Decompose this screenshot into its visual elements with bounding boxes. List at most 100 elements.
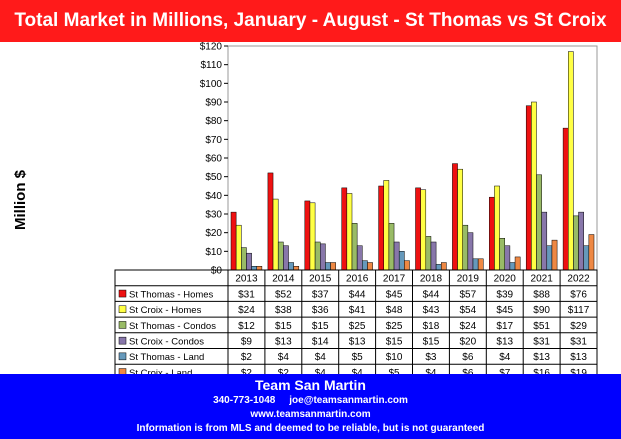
data-label: $25: [349, 321, 366, 332]
chart-title: Total Market in Millions, January - Augu…: [0, 0, 621, 42]
bar: [504, 245, 511, 271]
bar: [588, 234, 595, 271]
data-label: $4: [499, 352, 511, 363]
data-label: $36: [312, 305, 329, 316]
y-tick-label: $70: [205, 135, 222, 146]
disclaimer: Information is from MLS and deemed to be…: [136, 423, 485, 434]
bar: [477, 258, 484, 271]
bar: [430, 241, 437, 271]
x-tick-label: 2019: [457, 274, 480, 285]
data-label: $4: [425, 368, 437, 374]
y-tick-label: $90: [205, 98, 222, 109]
data-label: $16: [533, 368, 550, 374]
bar: [330, 262, 336, 271]
legend-swatch: [118, 289, 127, 298]
data-label: $41: [349, 305, 366, 316]
y-tick-label: $80: [205, 116, 222, 127]
data-label: $76: [570, 289, 587, 300]
data-label: $5: [352, 352, 364, 363]
data-label: $29: [570, 321, 587, 332]
bar: [472, 258, 479, 271]
bar: [309, 202, 316, 271]
data-label: $54: [460, 305, 477, 316]
data-label: $48: [386, 305, 403, 316]
data-label: $37: [312, 289, 329, 300]
data-label: $15: [423, 337, 440, 348]
data-label: $10: [386, 352, 403, 363]
x-tick-label: 2020: [494, 274, 517, 285]
data-label: $57: [460, 289, 477, 300]
data-label: $13: [496, 337, 513, 348]
data-label: $38: [275, 305, 292, 316]
bar: [351, 223, 358, 271]
data-label: $3: [425, 352, 437, 363]
bar: [441, 262, 447, 271]
y-tick-label: $100: [200, 79, 223, 90]
bar: [388, 223, 395, 271]
data-label: $90: [533, 305, 550, 316]
data-label: $13: [533, 352, 550, 363]
data-label: $43: [423, 305, 440, 316]
data-label: $14: [312, 337, 329, 348]
legend-swatch: [118, 305, 127, 313]
bar: [267, 172, 274, 271]
bar: [320, 243, 326, 271]
data-label: $88: [533, 289, 550, 300]
data-label: $31: [533, 337, 550, 348]
bar: [536, 174, 542, 271]
bar: [246, 252, 252, 271]
data-label: $45: [386, 289, 403, 300]
x-tick-label: 2018: [420, 274, 443, 285]
bar: [514, 256, 521, 271]
data-label: $4: [352, 368, 364, 374]
bar: [452, 163, 458, 271]
bar: [304, 200, 311, 271]
data-label: $12: [238, 321, 255, 332]
data-label: $13: [570, 352, 587, 363]
legend-swatch: [118, 321, 127, 329]
data-label: $15: [275, 321, 292, 332]
y-tick-label: $0: [211, 266, 223, 277]
x-tick-label: 2015: [309, 274, 332, 285]
bar: [346, 193, 353, 271]
bar: [356, 245, 363, 271]
bar: [341, 187, 348, 271]
data-label: $15: [386, 337, 403, 348]
website-link[interactable]: www.teamsanmartin.com: [250, 409, 371, 420]
data-label: $6: [462, 368, 474, 374]
legend-entry: St Croix - Land: [129, 368, 192, 374]
bar: [362, 260, 368, 271]
data-label: $117: [568, 305, 590, 316]
bar: [509, 262, 516, 271]
bar: [551, 239, 558, 271]
y-tick-label: $40: [205, 191, 222, 202]
bar: [415, 187, 421, 271]
bar: [325, 262, 331, 271]
data-label: $24: [460, 321, 477, 332]
data-label: $17: [496, 321, 513, 332]
bar: [404, 260, 410, 271]
bar: [367, 262, 373, 271]
bar: [562, 127, 569, 271]
phone-number: 340-773-1048: [213, 395, 276, 406]
legend-entry: St Thomas - Land: [129, 352, 204, 363]
email-link[interactable]: joe@teamsanmartin.com: [289, 395, 408, 406]
legend-swatch: [118, 352, 127, 361]
bar: [272, 198, 279, 271]
bar: [568, 51, 574, 271]
data-label: $18: [423, 321, 440, 332]
data-label: $31: [570, 337, 587, 348]
data-label: $6: [462, 352, 474, 363]
data-label: $25: [386, 321, 403, 332]
data-label: $45: [496, 305, 513, 316]
bar: [314, 241, 321, 271]
contact-line: 340-773-1048 joe@teamsanmartin.com: [0, 394, 621, 408]
x-tick-label: 2013: [235, 274, 258, 285]
bar: [583, 245, 590, 271]
data-label: $7: [499, 368, 511, 374]
bar: [256, 266, 263, 271]
bar: [378, 185, 385, 271]
bar: [398, 251, 405, 271]
bar: [494, 185, 500, 271]
data-label: $39: [496, 289, 513, 300]
